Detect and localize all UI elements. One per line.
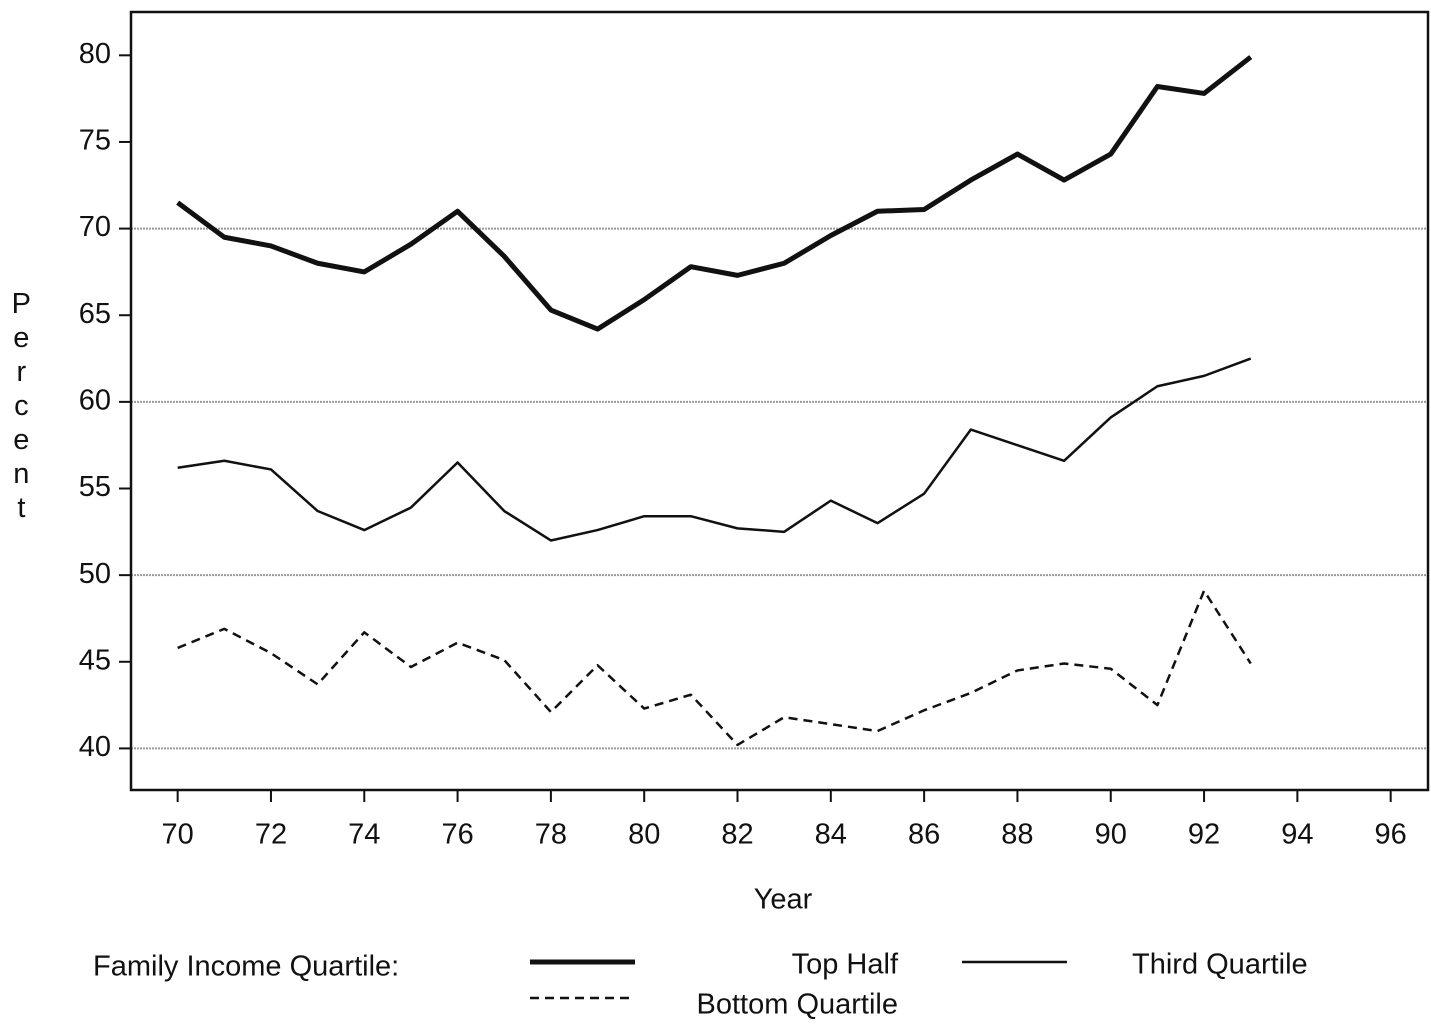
series-line: [176, 55, 1253, 332]
x-tick-label: 84: [815, 819, 847, 851]
x-tick-label: 82: [721, 819, 753, 851]
y-tick-label: 50: [79, 558, 111, 590]
y-axis-label: Percent: [5, 288, 37, 526]
x-tick-label: 90: [1095, 819, 1127, 851]
x-tick-label: 94: [1281, 819, 1313, 851]
y-tick-label: 65: [79, 298, 111, 330]
series-line: [177, 357, 1252, 542]
y-tick-label: 55: [79, 471, 111, 503]
x-tick-label: 92: [1188, 819, 1220, 851]
legend-title: Family Income Quartile:: [93, 951, 399, 983]
legend-label: Top Half: [792, 949, 899, 981]
y-tick-label: 80: [79, 38, 111, 70]
x-tick-label: 76: [441, 819, 473, 851]
x-tick-label: 88: [1001, 819, 1033, 851]
y-tick-label: 60: [79, 385, 111, 417]
x-tick-label: 72: [255, 819, 287, 851]
x-axis-label: Year: [754, 884, 813, 916]
y-tick-label: 40: [79, 731, 111, 763]
x-tick-label: 74: [348, 819, 380, 851]
x-tick-label: 78: [535, 819, 567, 851]
series-line: [177, 589, 1252, 747]
legend-label: Bottom Quartile: [697, 989, 898, 1021]
y-tick-label: 70: [79, 211, 111, 243]
y-tick-label: 75: [79, 125, 111, 157]
legend-label: Third Quartile: [1132, 949, 1308, 981]
x-tick-label: 86: [908, 819, 940, 851]
x-tick-label: 80: [628, 819, 660, 851]
y-tick-label: 45: [79, 644, 111, 676]
x-tick-label: 70: [162, 819, 194, 851]
x-tick-label: 96: [1375, 819, 1407, 851]
